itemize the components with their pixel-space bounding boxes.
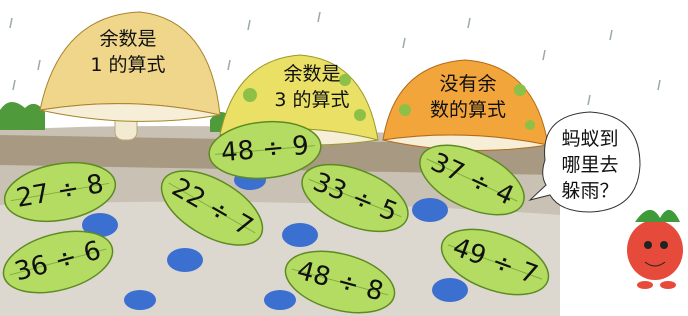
bubble-line: 蚂蚁到 [561, 128, 618, 150]
mushroom-label: 数的算式 [430, 99, 506, 121]
mushroom-label: 没有余 [439, 73, 496, 95]
illustration: 余数是1 的算式余数是3 的算式没有余数的算式 27 ÷ 836 ÷ 622 ÷… [0, 0, 688, 316]
mushroom-label: 1 的算式 [90, 54, 165, 76]
mushroom-label: 余数是 [283, 63, 340, 85]
bubble-line: 躲雨？ [561, 180, 618, 202]
mushroom-label: 3 的算式 [274, 89, 349, 111]
bubble-line: 哪里去 [561, 154, 618, 176]
mushroom-label: 余数是 [99, 28, 156, 50]
